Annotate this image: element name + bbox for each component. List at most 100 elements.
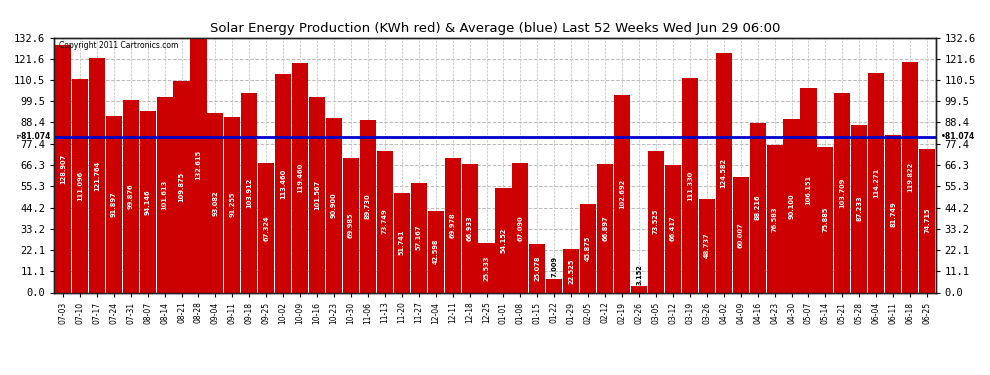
Text: 73.749: 73.749 <box>382 209 388 234</box>
Bar <box>461 164 477 292</box>
Text: 60.007: 60.007 <box>738 222 743 248</box>
Bar <box>258 163 274 292</box>
Text: 74.715: 74.715 <box>924 208 930 233</box>
Text: 73.525: 73.525 <box>653 209 659 234</box>
Bar <box>207 114 224 292</box>
Bar <box>818 147 834 292</box>
Text: 87.233: 87.233 <box>856 196 862 221</box>
Bar <box>580 204 596 292</box>
Text: 124.582: 124.582 <box>721 158 727 188</box>
Bar <box>546 279 562 292</box>
Bar <box>513 164 529 292</box>
Bar <box>868 73 884 292</box>
Text: 102.692: 102.692 <box>619 178 625 209</box>
Text: 67.090: 67.090 <box>518 215 524 241</box>
Text: 75.885: 75.885 <box>823 207 829 232</box>
Text: ⠖81.074: ⠖81.074 <box>16 132 51 141</box>
Bar <box>851 125 867 292</box>
Bar <box>173 81 189 292</box>
Bar <box>885 135 901 292</box>
Bar <box>665 165 681 292</box>
Bar <box>140 111 155 292</box>
Bar <box>682 78 698 292</box>
Text: 54.152: 54.152 <box>501 228 507 253</box>
Bar <box>106 116 122 292</box>
Bar <box>89 58 105 292</box>
Text: Copyright 2011 Cartronics.com: Copyright 2011 Cartronics.com <box>58 41 178 50</box>
Bar <box>225 117 241 292</box>
Text: 42.598: 42.598 <box>433 239 439 264</box>
Text: 81.749: 81.749 <box>890 201 896 227</box>
Bar <box>835 93 850 292</box>
Bar <box>766 145 783 292</box>
Text: 67.324: 67.324 <box>263 215 269 241</box>
Bar <box>597 164 613 292</box>
Text: 119.822: 119.822 <box>907 162 913 192</box>
Bar <box>123 100 139 292</box>
Bar <box>749 123 765 292</box>
Text: 57.167: 57.167 <box>416 225 422 250</box>
Text: 106.151: 106.151 <box>806 176 812 206</box>
Bar <box>699 199 715 292</box>
Bar <box>343 158 359 292</box>
Text: 132.615: 132.615 <box>195 150 202 180</box>
Bar <box>783 119 800 292</box>
Bar <box>563 249 579 292</box>
Bar <box>495 188 512 292</box>
Text: 113.460: 113.460 <box>280 168 286 198</box>
Bar <box>530 244 545 292</box>
Text: 103.912: 103.912 <box>247 177 252 208</box>
Bar <box>72 79 88 292</box>
Bar <box>309 97 325 292</box>
Text: 91.897: 91.897 <box>111 191 117 217</box>
Text: 22.525: 22.525 <box>568 258 574 284</box>
Text: 99.876: 99.876 <box>128 184 134 209</box>
Text: 25.533: 25.533 <box>483 255 489 280</box>
Text: 119.460: 119.460 <box>297 162 303 193</box>
Bar <box>445 158 460 292</box>
Bar <box>360 120 376 292</box>
Title: Solar Energy Production (KWh red) & Average (blue) Last 52 Weeks Wed Jun 29 06:0: Solar Energy Production (KWh red) & Aver… <box>210 22 780 35</box>
Text: 69.985: 69.985 <box>347 213 354 238</box>
Bar <box>411 183 427 292</box>
Bar <box>733 177 748 292</box>
Bar <box>54 45 71 292</box>
Text: 103.709: 103.709 <box>840 178 845 208</box>
Bar <box>292 63 308 292</box>
Bar <box>647 151 664 292</box>
Text: 101.613: 101.613 <box>161 180 167 210</box>
Bar <box>394 193 410 292</box>
Bar <box>326 118 343 292</box>
Bar <box>801 88 817 292</box>
Text: 3.152: 3.152 <box>636 264 643 285</box>
Text: 111.330: 111.330 <box>687 170 693 201</box>
Bar <box>428 211 444 292</box>
Bar <box>919 149 936 292</box>
Text: 93.082: 93.082 <box>213 190 219 216</box>
Text: 7.009: 7.009 <box>551 256 557 277</box>
Text: 114.271: 114.271 <box>873 168 879 198</box>
Text: •81.074: •81.074 <box>941 132 975 141</box>
Text: 51.741: 51.741 <box>399 230 405 255</box>
Text: 94.146: 94.146 <box>145 189 150 215</box>
Bar <box>716 53 732 292</box>
Bar <box>377 151 393 292</box>
Text: 91.255: 91.255 <box>230 192 236 217</box>
Text: 121.764: 121.764 <box>94 160 100 190</box>
Bar <box>631 286 647 292</box>
Text: 45.875: 45.875 <box>585 236 591 261</box>
Bar <box>478 243 495 292</box>
Bar <box>902 62 918 292</box>
Bar <box>275 74 291 292</box>
Bar <box>156 97 172 292</box>
Text: 101.567: 101.567 <box>314 180 320 210</box>
Bar <box>242 93 257 292</box>
Text: 111.096: 111.096 <box>77 171 83 201</box>
Text: 76.583: 76.583 <box>771 206 777 232</box>
Bar <box>614 95 630 292</box>
Text: 25.078: 25.078 <box>535 256 541 281</box>
Text: 66.417: 66.417 <box>670 216 676 242</box>
Text: 89.730: 89.730 <box>365 194 371 219</box>
Text: 88.216: 88.216 <box>754 195 760 220</box>
Text: 48.737: 48.737 <box>704 233 710 258</box>
